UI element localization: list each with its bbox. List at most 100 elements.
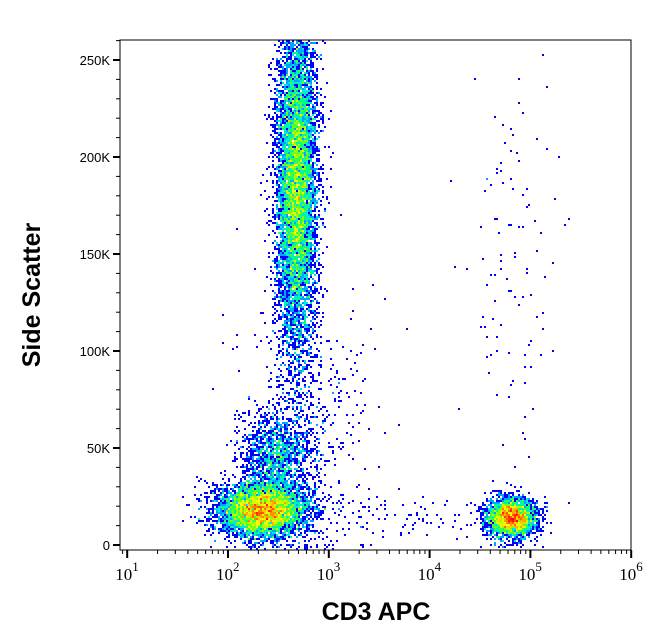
density-bin bbox=[236, 536, 238, 538]
density-bin bbox=[292, 314, 294, 316]
density-bin bbox=[264, 240, 266, 242]
density-bin bbox=[266, 486, 268, 488]
density-bin bbox=[290, 88, 292, 90]
density-bin bbox=[262, 448, 264, 450]
density-bin bbox=[302, 512, 304, 514]
density-bin bbox=[240, 528, 242, 530]
density-bin bbox=[188, 504, 190, 506]
density-bin bbox=[278, 164, 280, 166]
density-bin bbox=[240, 482, 242, 484]
density-bin bbox=[312, 210, 314, 212]
density-bin bbox=[236, 492, 238, 494]
density-bin bbox=[290, 418, 292, 420]
density-bin bbox=[274, 518, 276, 520]
density-bin bbox=[272, 298, 274, 300]
density-bin bbox=[274, 322, 276, 324]
density-bin bbox=[286, 268, 288, 270]
density-bin bbox=[258, 486, 260, 488]
density-bin bbox=[300, 326, 302, 328]
density-bin bbox=[284, 500, 286, 502]
density-bin bbox=[290, 210, 292, 212]
density-bin bbox=[286, 140, 288, 142]
density-bin bbox=[300, 476, 302, 478]
density-bin bbox=[298, 134, 300, 136]
density-bin bbox=[286, 48, 288, 50]
density-bin bbox=[224, 524, 226, 526]
density-bin bbox=[278, 446, 280, 448]
density-bin bbox=[282, 528, 284, 530]
density-bin bbox=[298, 66, 300, 68]
density-bin bbox=[284, 76, 286, 78]
density-bin bbox=[298, 52, 300, 54]
density-bin bbox=[206, 500, 208, 502]
density-bin bbox=[248, 538, 250, 540]
density-bin bbox=[278, 226, 280, 228]
density-bin bbox=[272, 518, 274, 520]
density-bin bbox=[208, 518, 210, 520]
density-bin bbox=[280, 58, 282, 60]
density-bin bbox=[300, 288, 302, 290]
density-bin bbox=[306, 252, 308, 254]
density-bin bbox=[300, 194, 302, 196]
density-bin bbox=[284, 478, 286, 480]
density-bin bbox=[300, 120, 302, 122]
density-bin bbox=[304, 94, 306, 96]
density-bin bbox=[300, 182, 302, 184]
density-bin bbox=[302, 276, 304, 278]
density-bin bbox=[298, 58, 300, 60]
density-bin bbox=[294, 340, 296, 342]
density-bin bbox=[318, 148, 320, 150]
density-bin bbox=[246, 460, 248, 462]
density-bin bbox=[282, 476, 284, 478]
density-bin bbox=[310, 514, 312, 516]
density-bin bbox=[282, 198, 284, 200]
density-bin bbox=[280, 170, 282, 172]
density-bin bbox=[266, 534, 268, 536]
density-bin bbox=[274, 544, 276, 546]
density-bin bbox=[270, 528, 272, 530]
density-bin bbox=[294, 298, 296, 300]
density-bin bbox=[294, 210, 296, 212]
density-bin bbox=[308, 528, 310, 530]
density-bin bbox=[236, 504, 238, 506]
density-bin bbox=[286, 166, 288, 168]
density-bin bbox=[306, 56, 308, 58]
density-bin bbox=[284, 494, 286, 496]
density-bin bbox=[292, 290, 294, 292]
density-bin bbox=[286, 206, 288, 208]
density-bin bbox=[308, 270, 310, 272]
density-bin bbox=[302, 274, 304, 276]
density-bin bbox=[316, 224, 318, 226]
density-bin bbox=[292, 506, 294, 508]
density-bin bbox=[308, 186, 310, 188]
density-bin bbox=[286, 314, 288, 316]
density-bin bbox=[310, 176, 312, 178]
density-bin bbox=[314, 194, 316, 196]
density-bin bbox=[288, 104, 290, 106]
density-bin bbox=[280, 294, 282, 296]
density-bin bbox=[278, 178, 280, 180]
density-bin bbox=[316, 202, 318, 204]
density-bin bbox=[268, 468, 270, 470]
density-bin bbox=[284, 68, 286, 70]
density-bin bbox=[278, 120, 280, 122]
density-bin bbox=[278, 500, 280, 502]
density-bin bbox=[300, 242, 302, 244]
density-bin bbox=[290, 340, 292, 342]
density-bin bbox=[300, 292, 302, 294]
density-bin bbox=[288, 462, 290, 464]
density-bin bbox=[290, 220, 292, 222]
density-bin bbox=[288, 466, 290, 468]
density-bin bbox=[310, 94, 312, 96]
density-bin bbox=[276, 516, 278, 518]
density-bin bbox=[304, 78, 306, 80]
density-bin bbox=[322, 190, 324, 192]
density-bin bbox=[304, 518, 306, 520]
density-bin bbox=[304, 154, 306, 156]
density-bin bbox=[294, 488, 296, 490]
density-bin bbox=[206, 496, 208, 498]
density-bin bbox=[280, 174, 282, 176]
density-bin bbox=[252, 512, 254, 514]
density-bin bbox=[302, 264, 304, 266]
density-bin bbox=[290, 98, 292, 100]
